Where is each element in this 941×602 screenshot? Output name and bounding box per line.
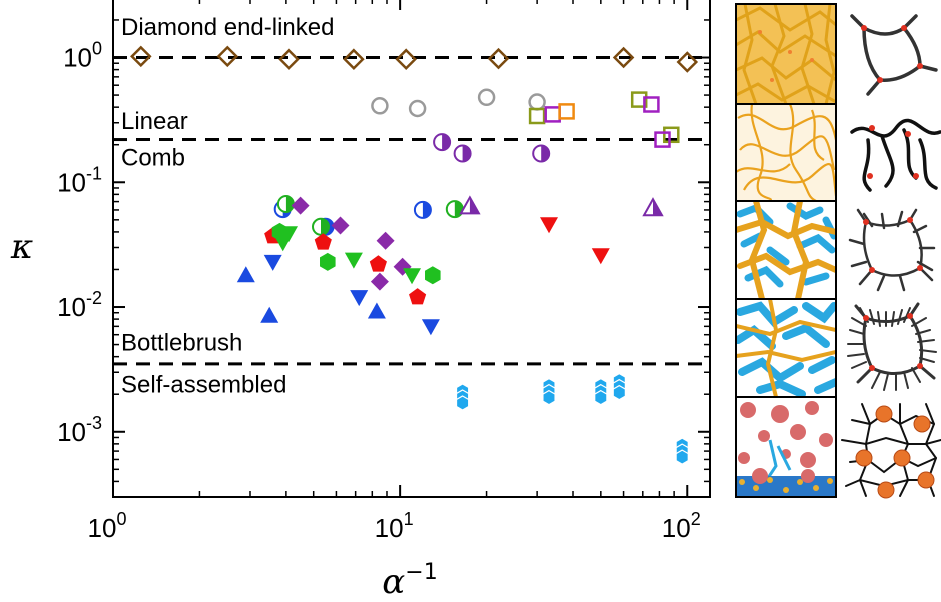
data-point-pentagon [314, 233, 332, 250]
data-markers [130, 45, 699, 465]
x-tick-exponent: 1 [404, 509, 414, 529]
data-point-triangle-down [540, 217, 558, 234]
data-point-circle-open [477, 88, 496, 107]
data-point-triangle-down [350, 290, 369, 307]
data-point-diamond-open [676, 51, 699, 73]
data-point-triangle-up [367, 302, 386, 319]
snapshot-self-assembled [736, 397, 836, 497]
y-axis-label: κ [10, 227, 33, 267]
data-point-diamond-open [487, 47, 510, 70]
data-point-hexagon [425, 266, 441, 285]
x-tick-label: 101 [375, 509, 414, 543]
data-point-hexagon-stack [612, 372, 626, 401]
data-point-square-open [528, 107, 546, 125]
data-point-square-open [643, 96, 660, 113]
snapshot-bottlebrush [736, 299, 836, 397]
data-point-triangle-up [260, 306, 279, 323]
data-point-triangle-down [344, 252, 363, 269]
data-point-hexagon-stack [594, 377, 608, 406]
snapshot-diamond [736, 4, 836, 104]
data-point-diamond-open [130, 45, 152, 68]
data-point-diamond [331, 216, 350, 235]
snapshot-panels [735, 3, 837, 498]
x-axis-label: α−1 [382, 560, 437, 602]
data-point-square-open [544, 106, 561, 123]
y-tick-label: 10-1 [57, 163, 102, 197]
region-label: Bottlebrush [121, 329, 242, 356]
data-point-triangle-down [273, 235, 292, 252]
region-labels: Diamond end-linked Linear Comb Bottlebrush S… [121, 14, 334, 398]
data-point-triangle-down [591, 248, 610, 265]
plot-frame [112, 0, 711, 498]
data-point-triangle-up-half [642, 197, 664, 217]
sketch-diamond [850, 14, 938, 96]
data-point-diamond-open [216, 45, 239, 68]
y-tick-base: 10 [63, 43, 92, 73]
data-point-square-open [630, 91, 648, 108]
y-tick-base: 10 [57, 292, 86, 322]
y-tick-label: 100 [63, 39, 102, 73]
data-point-triangle-down [280, 226, 298, 243]
schematic-sketches [841, 14, 941, 499]
data-point-square-open [663, 126, 680, 144]
data-point-circle-half [276, 195, 295, 213]
data-point-triangle-up-half [459, 195, 481, 215]
data-point-diamond [291, 196, 310, 215]
region-label: Linear [121, 108, 188, 135]
x-tick-label: 100 [88, 509, 127, 543]
data-point-hexagon-stack [675, 437, 689, 465]
data-point-square-open [654, 131, 671, 148]
region-label: Self-assembled [121, 371, 286, 398]
data-point-triangle-down [403, 268, 421, 285]
data-point-diamond-open [343, 48, 365, 70]
x-tick-exponent: 0 [116, 509, 126, 529]
snapshot-comb [736, 201, 836, 299]
snapshot-linear [736, 104, 836, 201]
data-point-hexagon-stack [542, 377, 556, 406]
data-point-pentagon [369, 255, 387, 272]
region-label: Comb [121, 144, 185, 171]
data-point-diamond [376, 231, 395, 250]
region-dividers [113, 56, 710, 366]
data-point-triangle-down [421, 319, 440, 336]
data-point-square-open [558, 103, 575, 120]
data-point-circle-open [371, 97, 389, 115]
y-tick-base: 10 [57, 167, 86, 197]
data-point-circle-half [312, 217, 330, 236]
data-point-circle-half [445, 200, 464, 219]
x-tick-base: 10 [88, 513, 117, 543]
x-tick-label: 102 [662, 509, 701, 543]
data-point-circle-half [413, 200, 432, 219]
y-tick-label: 10-2 [57, 288, 102, 322]
data-point-hexagon-stack [455, 383, 470, 411]
sketch-linear [850, 118, 941, 192]
data-point-diamond-open [395, 48, 417, 70]
region-label: Diamond end-linked [121, 14, 334, 41]
y-tick-label: 10-3 [57, 413, 102, 447]
x-tick-base: 10 [662, 513, 691, 543]
data-point-hexagon [320, 252, 336, 271]
y-tick-base: 10 [57, 417, 86, 447]
sketch-comb [848, 208, 936, 292]
y-tick-exponent: 0 [92, 39, 102, 59]
data-point-diamond-open [612, 46, 635, 69]
x-tick-exponent: 2 [691, 509, 701, 529]
data-point-circle-half [433, 133, 452, 152]
data-point-diamond-open [278, 48, 300, 70]
data-point-pentagon [409, 288, 427, 305]
data-point-circle-open [528, 93, 546, 111]
sketch-bottlebrush [847, 302, 937, 391]
data-point-circle-open [408, 99, 427, 118]
y-tick-exponent: -3 [86, 413, 102, 433]
data-point-diamond [370, 272, 389, 291]
data-point-triangle-up [236, 266, 255, 283]
y-tick-exponent: -1 [86, 163, 102, 183]
data-point-circle-half [532, 144, 551, 163]
y-tick-exponent: -2 [86, 288, 102, 308]
data-point-triangle-down [263, 254, 282, 271]
x-tick-base: 10 [375, 513, 404, 543]
data-point-circle-half [453, 144, 472, 163]
